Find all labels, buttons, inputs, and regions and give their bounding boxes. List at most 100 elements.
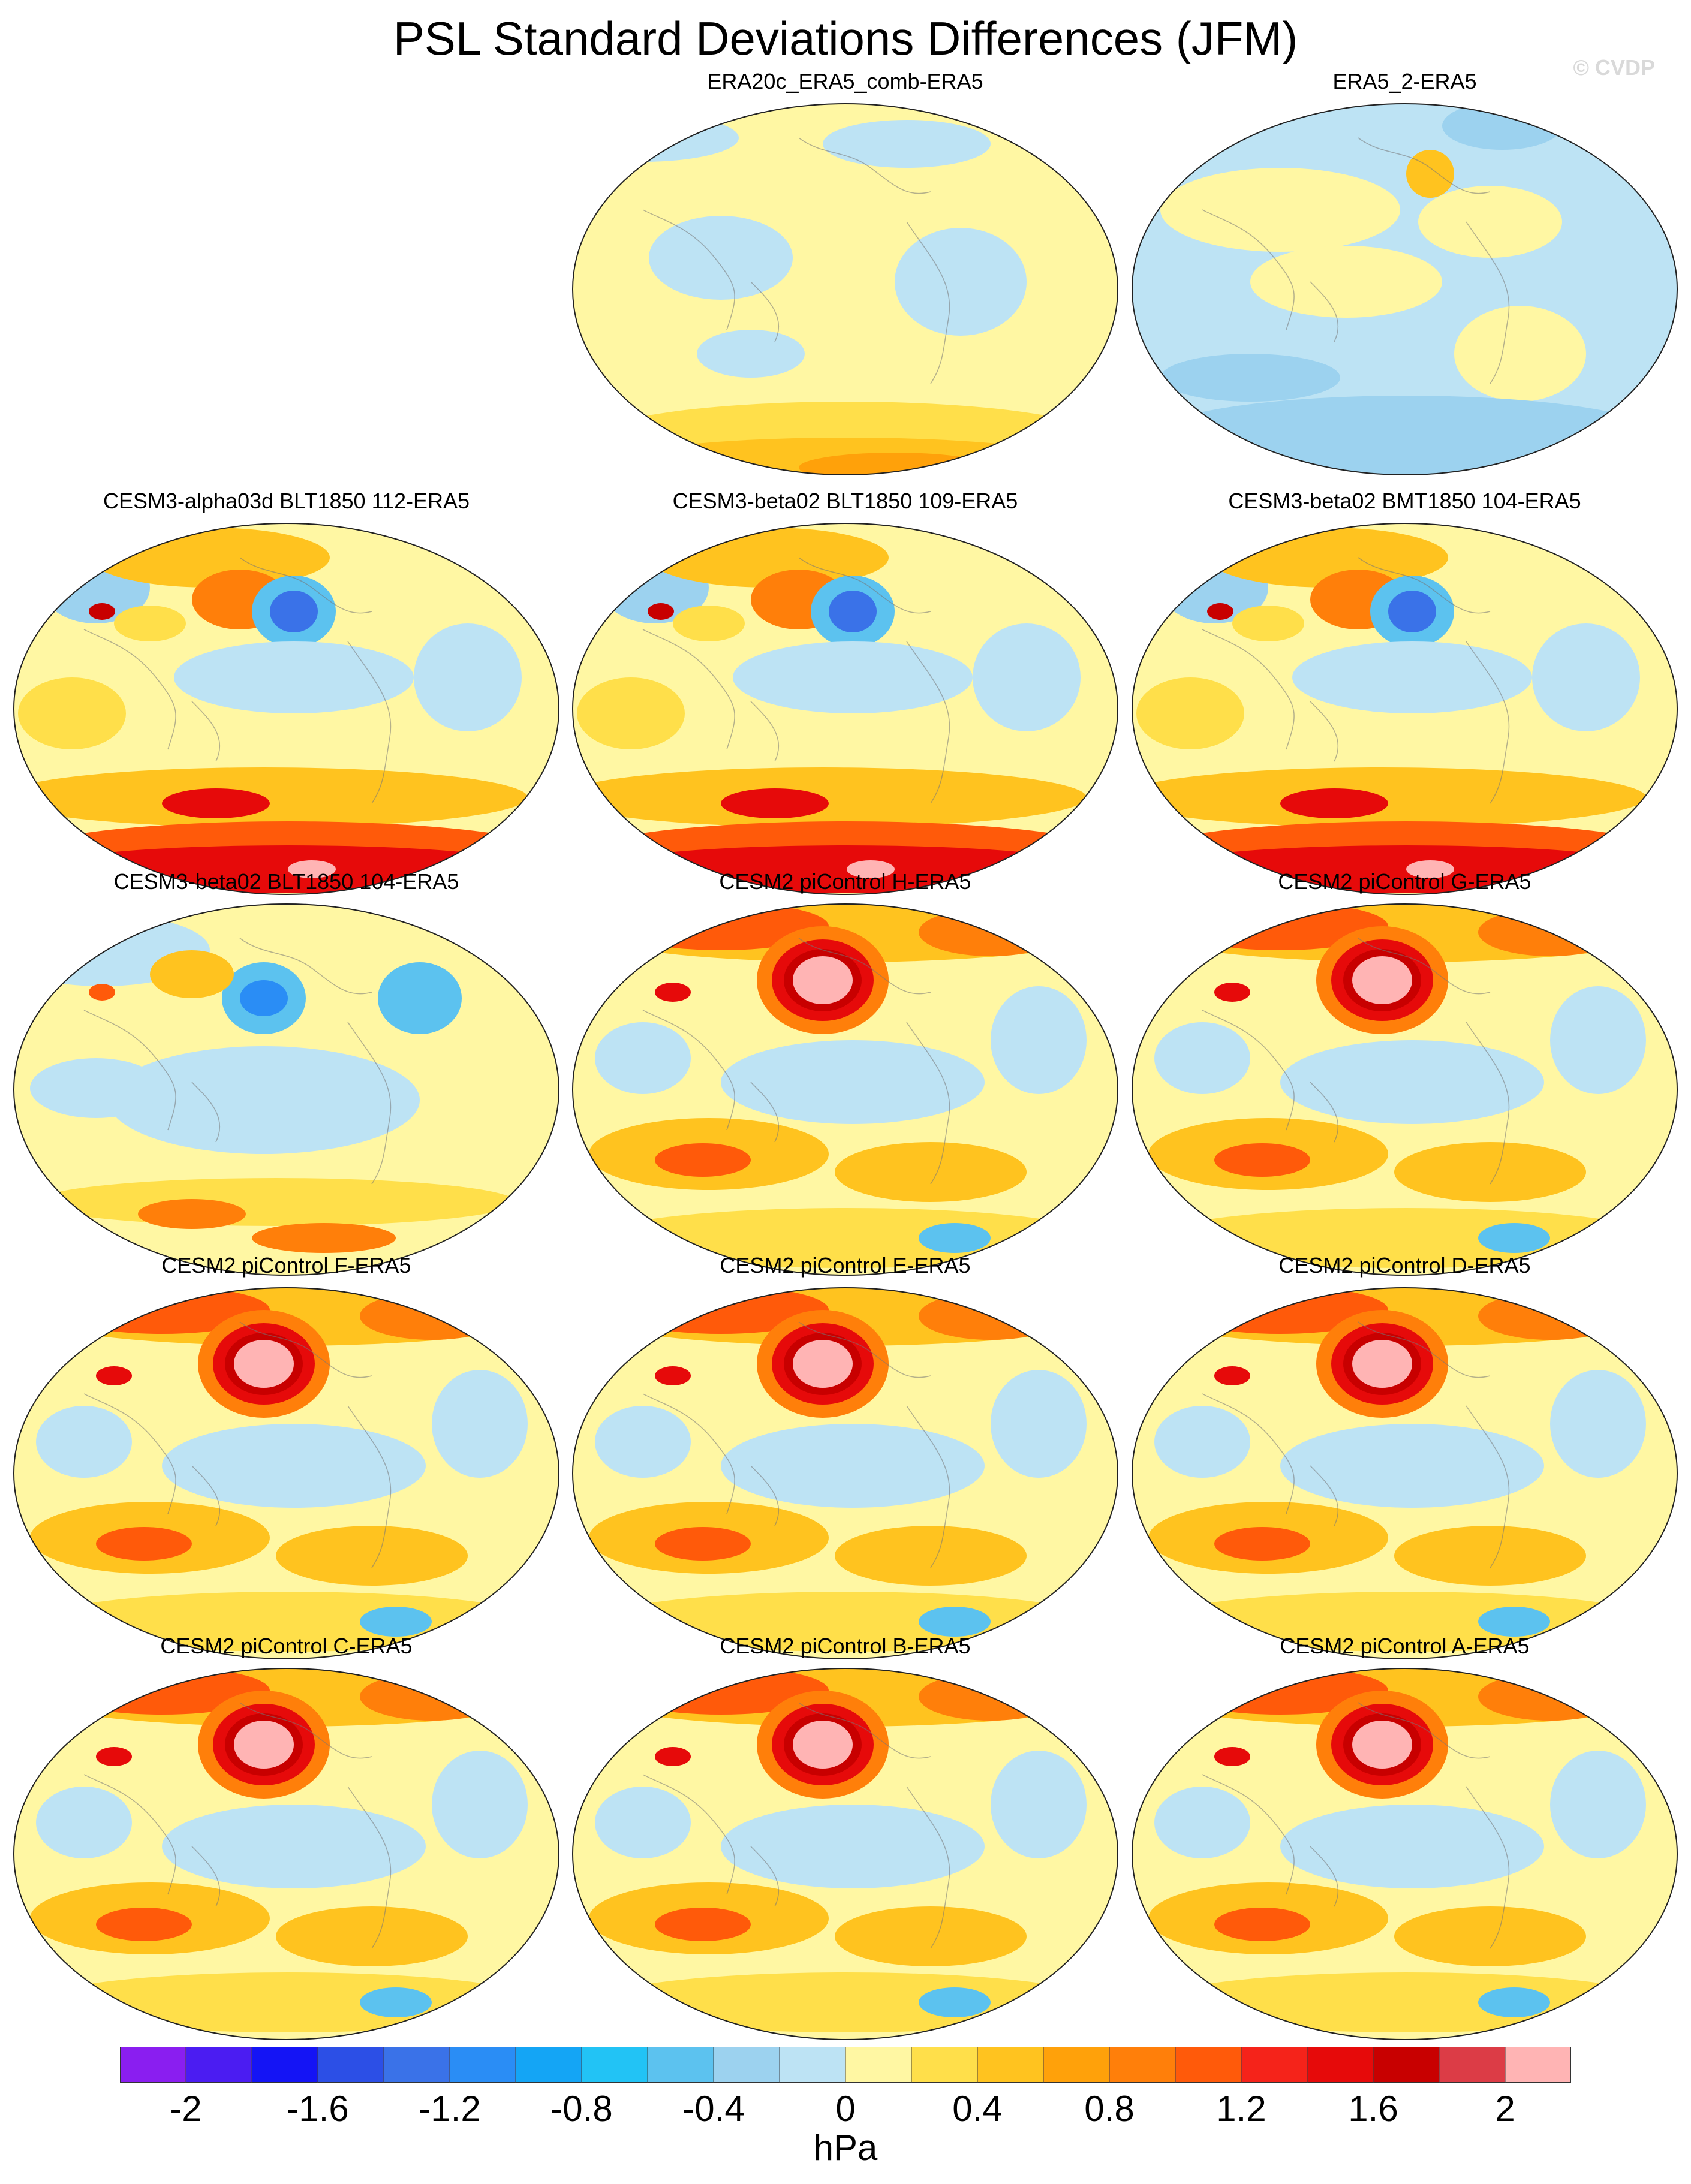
anomaly-positive xyxy=(673,606,745,641)
anomaly-negative xyxy=(649,216,793,300)
coastlines xyxy=(1202,1321,1510,1568)
colorbar-tick-label: -0.4 xyxy=(682,2089,745,2129)
anomaly-negative xyxy=(1478,1223,1550,1253)
anomaly-positive xyxy=(96,1747,132,1766)
panel-title: CESM2 piControl H-ERA5 xyxy=(719,869,971,894)
anomaly-negative xyxy=(595,1406,691,1478)
coastlines xyxy=(642,938,950,1185)
anomaly-positive xyxy=(847,860,895,878)
anomaly-positive xyxy=(96,1908,192,1941)
panel-title: CESM2 piControl B-ERA5 xyxy=(720,1634,971,1658)
anomaly-negative xyxy=(1478,1987,1550,2017)
anomaly-positive xyxy=(14,767,528,827)
anomaly-negative xyxy=(1550,986,1646,1094)
anomaly-negative xyxy=(1550,1370,1646,1478)
panel-title: CESM2 piControl A-ERA5 xyxy=(1280,1634,1530,1658)
colorbar-swatch xyxy=(120,2047,186,2083)
anomaly-positive xyxy=(835,1526,1027,1586)
anomaly-positive xyxy=(1352,956,1412,1004)
anomaly-positive xyxy=(1214,1747,1250,1766)
anomaly-negative xyxy=(595,1787,691,1858)
anomaly-positive xyxy=(799,453,991,475)
anomaly-negative xyxy=(432,1751,528,1858)
anomaly-positive xyxy=(1214,1143,1310,1177)
anomaly-positive xyxy=(1454,306,1586,402)
anomaly-negative xyxy=(1280,1040,1544,1124)
anomaly-positive xyxy=(114,606,186,641)
colorbar-swatch xyxy=(1043,2047,1110,2083)
globe-outline xyxy=(572,1668,1118,2040)
anomaly-negative xyxy=(36,1787,132,1858)
globe-outline xyxy=(13,1668,559,2040)
anomaly-negative xyxy=(432,1370,528,1478)
colorbar-swatch xyxy=(318,2047,384,2083)
panel-title: CESM2 piControl F-ERA5 xyxy=(161,1253,411,1278)
anomaly-field xyxy=(14,1288,559,1652)
colorbar-swatch xyxy=(252,2047,318,2083)
anomaly-positive xyxy=(1214,1366,1250,1385)
anomaly-positive xyxy=(655,1366,691,1385)
map-panel xyxy=(13,1287,559,1659)
colorbar-swatch xyxy=(846,2047,912,2083)
panel-title: CESM3-beta02 BLT1850 109-ERA5 xyxy=(672,489,1018,513)
colorbar-swatch xyxy=(1307,2047,1374,2083)
colorbar-swatch xyxy=(582,2047,648,2083)
anomaly-negative xyxy=(270,591,318,632)
anomaly-positive xyxy=(1132,767,1646,827)
map-panel xyxy=(13,903,559,1276)
anomaly-positive xyxy=(1406,860,1454,878)
watermark: © CVDP xyxy=(1573,55,1655,80)
anomaly-negative xyxy=(733,641,973,713)
anomaly-positive xyxy=(288,860,336,878)
globe-outline xyxy=(1132,103,1678,475)
colorbar-swatch xyxy=(977,2047,1044,2083)
colorbar-swatch xyxy=(516,2047,582,2083)
colorbar-units: hPa xyxy=(813,2128,878,2168)
anomaly-positive xyxy=(577,677,685,749)
panel-title: ERA20c_ERA5_comb-ERA5 xyxy=(707,69,983,94)
colorbar-tick-label: 1.2 xyxy=(1216,2089,1266,2129)
anomaly-negative xyxy=(1292,641,1532,713)
coastlines xyxy=(83,938,392,1185)
anomaly-positive xyxy=(234,1721,294,1769)
globe-outline xyxy=(1132,1668,1678,2040)
anomaly-positive xyxy=(1250,246,1442,318)
anomaly-positive xyxy=(1232,606,1304,641)
anomaly-positive xyxy=(1418,186,1562,258)
anomaly-negative xyxy=(30,1058,162,1118)
colorbar-swatch xyxy=(186,2047,252,2083)
anomaly-positive xyxy=(252,1223,396,1253)
coastlines xyxy=(83,1321,392,1568)
anomaly-positive xyxy=(655,1527,751,1561)
panel-title: CESM2 piControl C-ERA5 xyxy=(160,1634,413,1658)
anomaly-negative xyxy=(360,1987,432,2017)
map-panel xyxy=(572,103,1118,475)
anomaly-positive xyxy=(1406,150,1454,198)
globe-background xyxy=(573,104,1118,475)
map-panel xyxy=(1132,1287,1678,1659)
anomaly-negative xyxy=(1154,1022,1250,1094)
map-panel xyxy=(13,1668,559,2040)
anomaly-negative xyxy=(823,120,991,168)
panel-title: CESM3-beta02 BLT1850 104-ERA5 xyxy=(113,869,459,894)
anomaly-positive xyxy=(276,1906,468,1966)
anomaly-negative xyxy=(1388,591,1436,632)
anomaly-positive xyxy=(793,1721,853,1769)
anomaly-positive xyxy=(1154,1972,1658,2032)
anomaly-positive xyxy=(573,767,1087,827)
colorbar-swatch xyxy=(1109,2047,1176,2083)
colorbar xyxy=(120,2047,1571,2083)
coastlines xyxy=(1202,137,1510,384)
colorbar-swatch xyxy=(648,2047,714,2083)
anomaly-negative xyxy=(721,1805,985,1888)
anomaly-positive xyxy=(655,1143,751,1177)
anomaly-negative xyxy=(991,986,1087,1094)
colorbar-swatch xyxy=(1505,2047,1571,2083)
panel-title: CESM3-alpha03d BLT1850 112-ERA5 xyxy=(103,489,470,513)
panel-title: CESM3-beta02 BMT1850 104-ERA5 xyxy=(1228,489,1581,513)
anomaly-negative xyxy=(721,1424,985,1508)
anomaly-negative xyxy=(162,1805,426,1888)
anomaly-negative xyxy=(360,1607,432,1637)
anomaly-positive xyxy=(835,1142,1027,1202)
map-panel xyxy=(13,523,559,895)
